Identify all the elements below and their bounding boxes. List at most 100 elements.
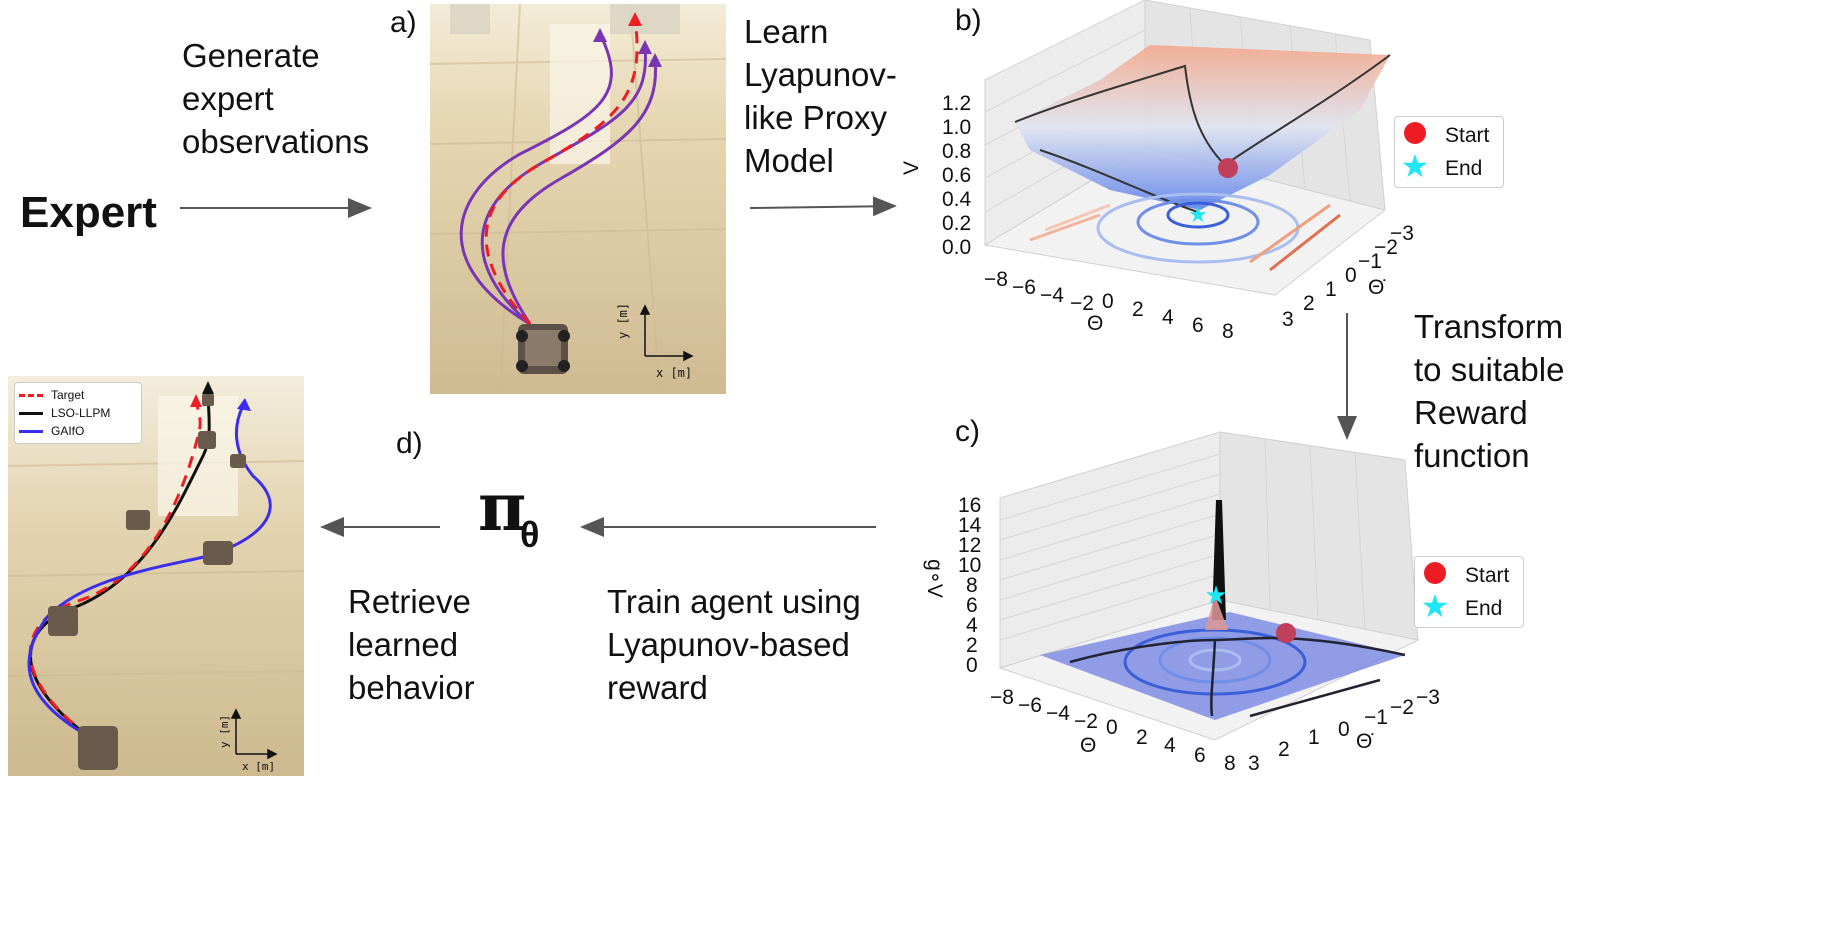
plot-c-ztick-4: 8 (966, 574, 978, 597)
end-marker-icon: ★ (1400, 147, 1430, 184)
train-label: Train agent using Lyapunov-based reward (607, 580, 861, 709)
plot-c-ytick-6: −3 (1416, 686, 1440, 709)
learn-line-2: Lyapunov- (744, 56, 897, 93)
plot-b-xtick-3: −2 (1070, 292, 1094, 315)
generate-line-2: expert (182, 80, 274, 117)
generate-line-3: observations (182, 123, 370, 160)
end-marker-icon: ★ (1420, 587, 1450, 624)
retrieve-line-2: learned (348, 626, 459, 663)
panel-label-d: d) (396, 427, 423, 460)
legend-d: Target LSO-LLPM GAIfO (14, 382, 142, 444)
plot-b-ytick-6: −3 (1390, 222, 1414, 245)
photo-a-y-axis-label: y [m] (616, 302, 630, 339)
photo-a-drawing (430, 4, 726, 394)
plot-b-ytick-4: −1 (1358, 250, 1382, 273)
plot-b-xtick-5: 2 (1132, 298, 1144, 321)
plot-b-xtick-0: −8 (984, 268, 1008, 291)
start-marker-icon (1424, 561, 1446, 584)
legend-c-start: Start (1415, 559, 1523, 592)
svg-text:★: ★ (1204, 580, 1227, 610)
plot-b-xlabel: Θ (1087, 312, 1104, 335)
plot-b-ztick-3: 0.6 (942, 164, 972, 187)
generate-line-1: Generate (182, 37, 320, 74)
plot-c-ztick-0: 0 (966, 654, 978, 677)
transform-line-1: Transform (1414, 308, 1564, 345)
gaifo-path (27, 405, 272, 738)
robots-d (48, 394, 246, 770)
transform-line-3: Reward (1414, 394, 1528, 431)
legend-c: Start ★ End (1414, 556, 1524, 628)
start-marker-icon (1404, 121, 1426, 144)
panel-label-c: c) (955, 415, 980, 448)
plot-c-ztick-5: 10 (958, 554, 982, 577)
plot-c-xtick-1: −6 (1018, 694, 1042, 717)
legend-b-end: ★ End (1395, 150, 1503, 185)
legend-d-lso-label: LSO-LLPM (51, 406, 111, 420)
plot-b-xtick-8: 8 (1222, 320, 1234, 343)
plot-b-xtick-2: −4 (1040, 284, 1064, 307)
policy-theta: θ (520, 514, 540, 555)
plot-c-ytick-5: −2 (1390, 696, 1414, 719)
train-line-1: Train agent using (607, 583, 861, 620)
train-line-2: Lyapunov-based (607, 626, 850, 663)
plot-c-ytick-1: 2 (1278, 738, 1290, 761)
robot-a (516, 324, 570, 374)
plot-b-zlabel: V (900, 160, 924, 176)
plot-c-ytick-3: 0 (1338, 718, 1350, 741)
plot-b-ztick-1: 0.2 (942, 212, 972, 235)
plot-b-xtick-4: 0 (1102, 290, 1114, 313)
learn-line-3: like Proxy (744, 99, 888, 136)
target-path (484, 18, 639, 326)
plot-c-ylabel: Θ̇ (1356, 730, 1373, 753)
plot-b-ytick-0: 3 (1282, 308, 1294, 331)
plot-b-xtick-6: 4 (1162, 306, 1174, 329)
plot-c-ztick-3: 6 (966, 594, 978, 617)
photo-d: Target LSO-LLPM GAIfO x [m] y [m] (8, 376, 304, 776)
legend-d-target-label: Target (51, 388, 85, 402)
legend-b-end-label: End (1445, 156, 1483, 180)
plot-c-ytick-0: 3 (1248, 752, 1260, 775)
plot-b-ztick-2: 0.4 (942, 188, 972, 211)
legend-b-start: Start (1395, 119, 1503, 152)
plot-c-xtick-3: −2 (1074, 710, 1098, 733)
transform-label: Transform to suitable Reward function (1414, 305, 1564, 477)
plot-c-xtick-4: 0 (1106, 716, 1118, 739)
plot-b-ztick-0: 0.0 (942, 236, 972, 259)
learn-line-1: Learn (744, 13, 829, 50)
legend-b-start-label: Start (1445, 123, 1490, 147)
retrieve-label: Retrieve learned behavior (348, 580, 475, 709)
plot-c-xtick-0: −8 (990, 686, 1014, 709)
legend-d-target: Target (19, 386, 137, 404)
plot-b-ztick-5: 1.0 (942, 116, 972, 139)
plot-b-ztick-6: 1.2 (942, 92, 972, 115)
plot-c-ytick-2: 1 (1308, 726, 1320, 749)
generate-label: Generate expert observations (182, 34, 369, 163)
plot-c-ztick-1: 2 (966, 634, 978, 657)
transform-line-2: to suitable (1414, 351, 1565, 388)
plot-c-ztick-7: 14 (958, 514, 982, 537)
expert-paths (459, 33, 658, 326)
plot-c-ztick-8: 16 (958, 494, 982, 517)
plot-b-ytick-5: −2 (1374, 236, 1398, 259)
plot-c-zlabel: g∘V (922, 559, 946, 598)
plot-b-ztick-4: 0.8 (942, 140, 972, 163)
photo-a-x-axis-label: x [m] (656, 366, 693, 380)
photo-d-drawing (8, 381, 304, 770)
legend-c-start-label: Start (1465, 563, 1510, 587)
legend-d-gaifo: GAIfO (19, 422, 137, 440)
legend-d-lso: LSO-LLPM (19, 404, 137, 422)
plot-c-ztick-6: 12 (958, 534, 982, 557)
plot-b-ytick-1: 2 (1303, 292, 1315, 315)
learn-line-4: Model (744, 142, 834, 179)
legend-b: Start ★ End (1394, 116, 1504, 188)
policy-pi: π (478, 468, 527, 546)
plot-c-xtick-7: 6 (1194, 744, 1206, 767)
legend-c-end: ★ End (1415, 590, 1523, 625)
plot-c-xtick-6: 4 (1164, 734, 1176, 757)
plot-b-xtick-7: 6 (1192, 314, 1204, 337)
plot-b-ylabel: Θ̇ (1368, 276, 1385, 299)
plot-c-xlabel: Θ (1080, 734, 1097, 757)
panel-label-a: a) (390, 6, 417, 39)
plot-b-xtick-1: −6 (1012, 276, 1036, 299)
arrow-photo-to-plot-b (749, 196, 897, 217)
